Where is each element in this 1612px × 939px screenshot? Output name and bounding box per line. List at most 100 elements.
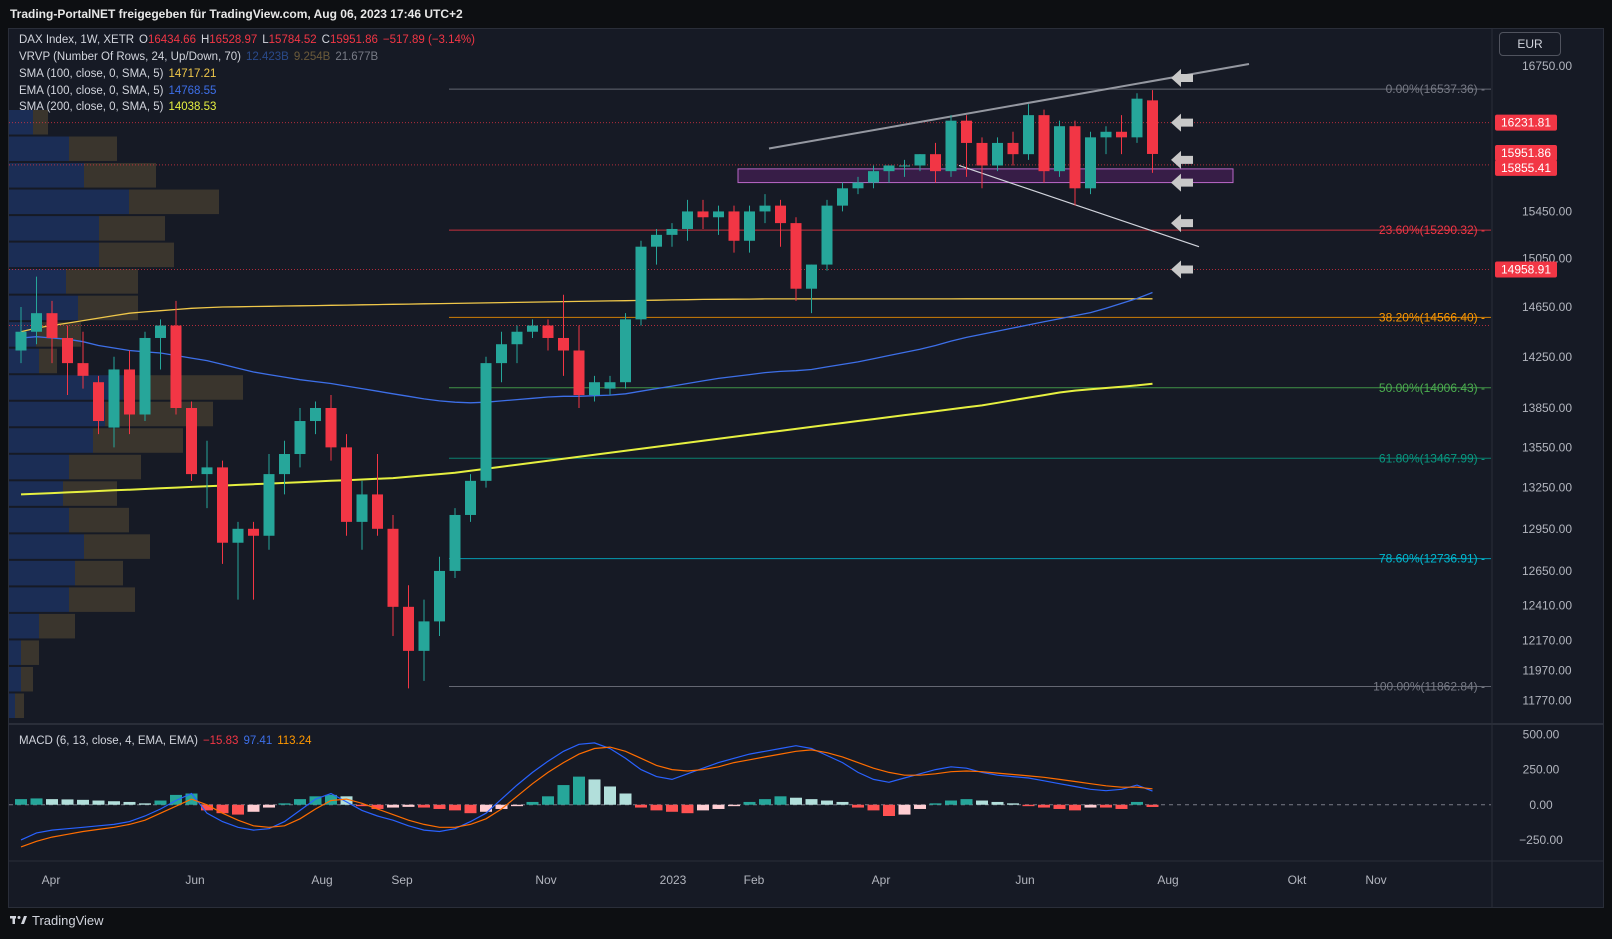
macd-histogram-bar	[666, 804, 678, 812]
volume-profile-up-row	[9, 587, 69, 612]
macd-histogram-bar	[883, 804, 895, 816]
macd-histogram-bar	[898, 804, 911, 815]
volume-profile-down-row	[75, 560, 123, 586]
macd-histogram-bar	[1131, 801, 1143, 805]
candle-body	[883, 165, 895, 172]
macd-histogram-bar	[464, 804, 477, 814]
symbol-legend: DAX Index, 1W, XETR O16434.66 H16528.97 L15…	[19, 34, 480, 46]
candle-body	[992, 142, 1003, 166]
volume-profile-down-row	[39, 348, 57, 374]
candle-body	[217, 467, 228, 543]
candle-body	[899, 165, 910, 167]
candle-body	[790, 223, 802, 289]
candle-body	[744, 211, 755, 241]
moving-average-line	[20, 298, 1153, 333]
fib-level-label: 38.20%(14566.40) -	[1379, 310, 1485, 324]
time-axis-tick: Feb	[744, 873, 765, 887]
candle-body	[418, 621, 430, 651]
macd-histogram-bar	[991, 801, 1004, 805]
macd-histogram-bar	[356, 804, 368, 807]
macd-histogram-bar	[929, 803, 942, 805]
volume-profile-down-row	[21, 640, 39, 665]
macd-histogram-bar	[1115, 804, 1128, 809]
macd-histogram-bar	[278, 803, 291, 805]
macd-hist-value: −15.83	[202, 735, 239, 747]
macd-histogram-bar	[650, 804, 663, 811]
candle-body	[945, 120, 957, 172]
macd-histogram-bar	[1146, 804, 1159, 807]
volume-profile-up-row	[9, 640, 21, 665]
candle-body	[356, 494, 368, 522]
candle-body	[93, 382, 104, 422]
open-label: O	[139, 34, 148, 46]
vrvp-total-volume: 21.677B	[335, 51, 379, 63]
candle-body	[480, 363, 492, 481]
macd-histogram-bar	[92, 800, 105, 805]
arrow-left-icon	[1171, 69, 1193, 88]
time-axis-tick: Sep	[391, 873, 413, 887]
currency-button[interactable]: EUR	[1499, 32, 1561, 56]
volume-profile-up-row	[9, 560, 75, 586]
close-label: C	[321, 34, 330, 46]
volume-profile-down-row	[69, 136, 117, 162]
macd-line-value: 97.41	[243, 735, 273, 747]
macd-histogram-bar	[774, 796, 787, 805]
candle-body	[170, 325, 182, 408]
macd-histogram-bar	[216, 804, 229, 814]
volume-profile-down-row	[33, 110, 48, 135]
macd-histogram-bar	[635, 804, 647, 808]
price-axis-tick: 13550.00	[1522, 440, 1572, 454]
candle-body	[511, 331, 523, 345]
volume-profile-down-row	[21, 666, 33, 692]
chart-frame[interactable]: 0.00%(16537.36) - 23.60%(15290.32) - 38.20…	[8, 28, 1604, 908]
macd-histogram-bar	[46, 799, 58, 805]
candle-body	[496, 344, 507, 364]
volume-profile-up-row	[9, 534, 84, 559]
candle-body	[1131, 98, 1143, 138]
fib-level-label: 50.00%(14006.43) -	[1379, 381, 1485, 395]
consolidation-box	[737, 168, 1234, 184]
macd-histogram-bar	[294, 799, 306, 805]
macd-histogram-bar	[697, 804, 709, 811]
sma200-label: SMA (200, close, 0, SMA, 5)	[19, 101, 164, 113]
macd-histogram-bar	[867, 804, 880, 811]
high-value: 16528.97	[209, 34, 258, 46]
price-axis-tick: 11770.00	[1522, 694, 1571, 708]
arrow-left-icon	[1171, 113, 1193, 132]
sma100-legend: SMA (100, close, 0, SMA, 5) 14717.21	[19, 68, 221, 80]
macd-axis-tick: −250.00	[1519, 833, 1563, 847]
volume-profile-down-row	[84, 534, 150, 559]
candle-body	[341, 447, 352, 522]
candle-body	[434, 570, 445, 622]
tradingview-logo-icon	[10, 916, 27, 924]
price-axis-tick: 11970.00	[1522, 663, 1571, 677]
macd-legend: MACD (6, 13, close, 4, EMA, EMA) −15.83 97…	[19, 735, 317, 747]
macd-histogram-bar	[573, 776, 585, 805]
volume-profile-up-row	[9, 666, 21, 692]
open-value: 16434.66	[148, 34, 196, 46]
macd-histogram-bar	[371, 804, 384, 809]
candle-body	[806, 264, 817, 289]
price-chart[interactable]: 0.00%(16537.36) - 23.60%(15290.32) - 38.20…	[9, 29, 1603, 907]
candle-body	[108, 369, 120, 428]
macd-histogram-bar	[557, 785, 570, 805]
candle-body	[1085, 137, 1096, 189]
macd-histogram-bar	[480, 804, 492, 812]
sma200-legend: SMA (200, close, 0, SMA, 5) 14038.53	[19, 101, 221, 113]
candle-body	[682, 211, 693, 229]
price-axis-tick: 12410.00	[1522, 598, 1572, 612]
candle-body	[620, 319, 631, 383]
candle-body	[449, 514, 461, 571]
arrow-left-icon	[1171, 150, 1193, 169]
time-axis-tick: 2023	[660, 873, 687, 887]
change-value: −517.89 (−3.14%)	[382, 34, 475, 46]
sma200-value: 14038.53	[168, 101, 217, 113]
time-axis-tick: Nov	[535, 873, 556, 887]
macd-histogram-bar	[960, 799, 973, 805]
candle-body	[1054, 126, 1065, 172]
macd-histogram-bar	[805, 799, 818, 805]
candle-body	[558, 337, 569, 351]
candle-body	[201, 467, 213, 475]
fib-level-label: 78.60%(12736.91) -	[1379, 552, 1485, 566]
macd-histogram-bar	[604, 786, 616, 805]
